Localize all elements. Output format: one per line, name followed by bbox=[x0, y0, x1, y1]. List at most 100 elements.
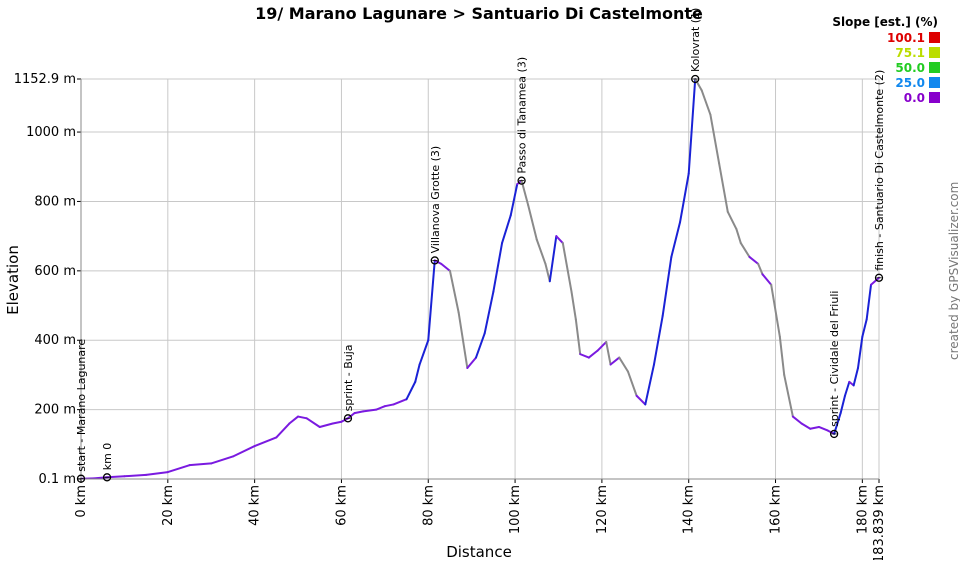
x-tick-label: 40 km bbox=[248, 485, 263, 526]
y-axis-label: Elevation bbox=[4, 245, 22, 315]
elevation-segment bbox=[420, 340, 429, 364]
elevation-segment bbox=[784, 375, 793, 417]
y-tick-label: 800 m bbox=[34, 194, 76, 209]
elevation-segment bbox=[637, 396, 646, 405]
x-tick-label: 120 km bbox=[595, 485, 610, 534]
legend-swatch bbox=[929, 62, 940, 73]
elevation-segment bbox=[556, 236, 563, 243]
elevation-segment bbox=[572, 292, 576, 320]
elevation-segment bbox=[645, 365, 654, 405]
x-tick-label: 160 km bbox=[769, 485, 784, 534]
elevation-segment bbox=[762, 274, 771, 284]
elevation-segment bbox=[710, 115, 719, 164]
elevation-segment bbox=[376, 406, 385, 409]
elevation-segment bbox=[467, 358, 476, 368]
elevation-segment bbox=[619, 358, 628, 372]
x-tick-label: 180 km bbox=[855, 485, 870, 534]
legend-entry-label: 0.0 bbox=[904, 91, 925, 105]
y-tick-label: 1000 m bbox=[26, 125, 76, 140]
x-tick-label: 140 km bbox=[682, 485, 697, 534]
elevation-segment bbox=[680, 174, 689, 223]
grid bbox=[81, 79, 879, 479]
elevation-segment bbox=[628, 371, 637, 395]
elevation-segment bbox=[728, 212, 737, 229]
elevation-segment bbox=[528, 205, 537, 240]
elevation-segment bbox=[394, 399, 407, 404]
elevation-segment bbox=[867, 285, 871, 320]
legend-entry-label: 50.0 bbox=[895, 61, 925, 75]
legend-swatch bbox=[929, 32, 940, 43]
legend-title: Slope [est.] (%) bbox=[832, 15, 938, 29]
waypoint-label: start - Marano Lagunare bbox=[75, 339, 88, 472]
elevation-segment bbox=[802, 424, 811, 429]
elevation-segment bbox=[702, 90, 711, 114]
elevation-segment bbox=[663, 257, 672, 316]
elevation-segment bbox=[298, 417, 307, 419]
elevation-segment bbox=[736, 229, 740, 243]
elevation-segment bbox=[233, 446, 255, 456]
elevation-segment bbox=[190, 463, 212, 465]
elevation-segment bbox=[741, 243, 750, 257]
legend-entry-label: 25.0 bbox=[895, 76, 925, 90]
waypoint-label: Kolovrat (1) bbox=[689, 8, 702, 72]
elevation-segment bbox=[845, 382, 849, 396]
elevation-segment bbox=[385, 404, 394, 406]
elevation-segment bbox=[307, 418, 320, 427]
waypoint-label: sprint - Cividale del Friuli bbox=[828, 291, 841, 427]
elevation-segment bbox=[333, 422, 342, 424]
elevation-segment bbox=[671, 222, 680, 257]
elevation-segment bbox=[407, 382, 416, 399]
chart-title: 19/ Marano Lagunare > Santuario Di Caste… bbox=[255, 4, 703, 23]
elevation-segment bbox=[537, 240, 546, 264]
x-tick-label: 183.839 km bbox=[872, 485, 887, 560]
elevation-segment bbox=[476, 333, 485, 357]
elevation-segment bbox=[441, 264, 450, 271]
elevation-segment bbox=[858, 337, 862, 368]
elevation-segment bbox=[576, 319, 580, 354]
waypoint-label: Passo di Tanamea (3) bbox=[516, 57, 529, 174]
y-tick-label: 0.1 m bbox=[39, 472, 76, 487]
elevation-segment bbox=[606, 342, 610, 365]
elevation-segment bbox=[550, 236, 557, 281]
elevation-segment bbox=[415, 365, 419, 382]
elevation-segment bbox=[545, 264, 549, 281]
elevation-segment bbox=[749, 257, 758, 264]
y-tick-label: 600 m bbox=[34, 264, 76, 279]
elevation-segment bbox=[320, 424, 333, 427]
elevation-segment bbox=[485, 292, 494, 334]
x-tick-label: 60 km bbox=[334, 485, 349, 526]
elevation-segment bbox=[255, 437, 277, 446]
elevation-segment bbox=[719, 163, 728, 212]
waypoint-label: finish - Santuario Di Castelmonte (2) bbox=[873, 70, 886, 271]
elevation-segment bbox=[289, 417, 298, 424]
legend-swatch bbox=[929, 77, 940, 88]
elevation-segment bbox=[589, 351, 598, 358]
elevation-segment bbox=[854, 368, 858, 385]
elevation-segment bbox=[511, 184, 518, 215]
elevation-segment bbox=[810, 427, 819, 429]
elevation-segment bbox=[563, 243, 572, 292]
elevation-segment bbox=[211, 456, 233, 463]
elevation-segment bbox=[428, 260, 435, 340]
elevation-segment bbox=[819, 427, 828, 430]
x-axis-label: Distance bbox=[446, 543, 512, 560]
waypoint-label: km 0 bbox=[101, 443, 114, 471]
y-tick-label: 400 m bbox=[34, 333, 76, 348]
x-tick-label: 0 km bbox=[74, 485, 89, 518]
elevation-segment bbox=[611, 358, 620, 365]
waypoint-label: sprint - Buja bbox=[342, 344, 355, 411]
waypoint-label: Villanova Grotte (3) bbox=[429, 146, 442, 254]
legend: Slope [est.] (%) 100.175.150.025.00.0 bbox=[832, 15, 940, 105]
elevation-segment bbox=[107, 476, 124, 477]
elevation-line bbox=[81, 79, 879, 479]
elevation-segment bbox=[450, 271, 459, 313]
x-tick-label: 20 km bbox=[161, 485, 176, 526]
y-tick-label: 1152.9 m bbox=[14, 72, 76, 87]
legend-entry-label: 75.1 bbox=[895, 46, 925, 60]
elevation-segment bbox=[168, 465, 190, 472]
elevation-segment bbox=[780, 337, 784, 375]
legend-entry-label: 100.1 bbox=[887, 31, 925, 45]
